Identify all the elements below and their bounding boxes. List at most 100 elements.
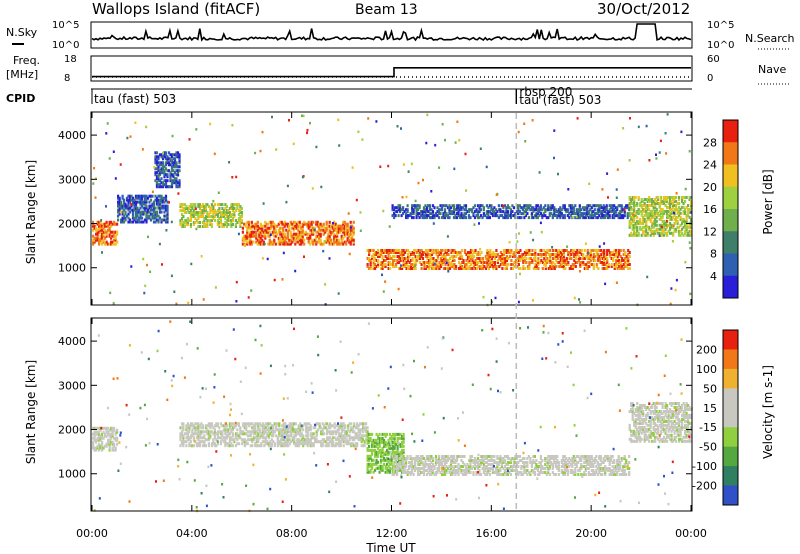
- echo-cell: [104, 228, 107, 232]
- echo-cell: [246, 230, 249, 234]
- echo-cell: [499, 210, 502, 214]
- echo-cell: [273, 444, 276, 448]
- echo-cell: [93, 240, 96, 244]
- echo-cell: [251, 438, 254, 442]
- echo-cell: [393, 436, 396, 440]
- echo-cell: [228, 436, 231, 440]
- echo-cell: [252, 432, 255, 436]
- noise-cell: [399, 264, 402, 267]
- echo-cell: [458, 206, 462, 210]
- echo-cell: [114, 242, 117, 246]
- echo-cell: [534, 253, 537, 256]
- echo-cell: [133, 204, 136, 208]
- echo-cell: [96, 234, 99, 238]
- echo-cell: [614, 212, 617, 216]
- echo-cell: [471, 261, 474, 264]
- echo-cell: [219, 215, 222, 218]
- echo-cell: [406, 208, 409, 212]
- echo-cell: [505, 251, 508, 254]
- echo-cell: [120, 220, 123, 224]
- echo-cell: [472, 212, 475, 216]
- echo-cell: [602, 210, 605, 214]
- echo-cell: [148, 214, 151, 218]
- echo-cell: [152, 206, 156, 210]
- echo-cell: [134, 200, 138, 204]
- echo-cell: [93, 438, 96, 442]
- echo-cell: [335, 438, 338, 442]
- echo-cell: [544, 265, 547, 268]
- echo-cell: [407, 253, 410, 256]
- echo-cell: [403, 467, 406, 470]
- echo-cell: [169, 163, 172, 167]
- echo-cell: [628, 196, 631, 199]
- echo-cell: [104, 434, 107, 438]
- echo-cell: [329, 440, 332, 444]
- echo-cell: [405, 214, 408, 218]
- echo-cell: [589, 251, 592, 254]
- echo-cell: [163, 179, 166, 183]
- echo-cell: [627, 261, 630, 264]
- noise-cell: [93, 166, 96, 170]
- echo-cell: [646, 204, 649, 207]
- echo-cell: [95, 446, 98, 450]
- colorbar-segment: [723, 209, 738, 232]
- echo-cell: [316, 230, 319, 234]
- echo-cell: [92, 228, 95, 232]
- echo-cell: [188, 428, 191, 432]
- echo-cell: [669, 215, 672, 219]
- echo-cell: [657, 211, 660, 215]
- echo-cell: [210, 219, 213, 222]
- echo-cell: [329, 436, 332, 440]
- echo-cell: [390, 446, 393, 450]
- echo-cell: [530, 206, 533, 210]
- echo-cell: [137, 196, 141, 200]
- echo-cell: [552, 253, 555, 256]
- echo-cell: [104, 224, 107, 228]
- echo-cell: [360, 428, 363, 432]
- echo-cell: [486, 257, 489, 260]
- echo-cell: [636, 227, 639, 231]
- echo-cell: [157, 173, 160, 177]
- echo-cell: [316, 240, 319, 244]
- echo-cell: [390, 434, 393, 438]
- echo-cell: [384, 251, 387, 254]
- echo-cell: [239, 215, 242, 218]
- echo-cell: [197, 444, 200, 448]
- echo-cell: [213, 434, 216, 438]
- echo-cell: [427, 249, 431, 252]
- echo-cell: [613, 212, 616, 216]
- echo-cell: [307, 232, 310, 236]
- echo-cell: [128, 198, 132, 202]
- echo-cell: [161, 206, 165, 210]
- echo-cell: [319, 222, 322, 226]
- echo-cell: [294, 432, 297, 436]
- echo-cell: [116, 442, 119, 446]
- echo-cell: [616, 206, 619, 210]
- echo-cell: [230, 203, 233, 207]
- echo-cell: [468, 251, 471, 254]
- echo-cell: [569, 214, 572, 218]
- echo-cell: [299, 442, 302, 446]
- echo-cell: [237, 219, 240, 222]
- echo-cell: [363, 428, 366, 432]
- echo-cell: [509, 210, 512, 214]
- echo-cell: [241, 236, 244, 240]
- echo-cell: [424, 253, 428, 256]
- echo-cell: [401, 257, 404, 260]
- echo-cell: [504, 267, 507, 270]
- echo-cell: [505, 267, 508, 270]
- echo-cell: [392, 432, 395, 436]
- echo-cell: [550, 208, 553, 212]
- echo-cell: [151, 208, 154, 212]
- echo-cell: [648, 211, 651, 215]
- echo-cell: [667, 205, 670, 209]
- echo-cell: [579, 251, 582, 254]
- echo-cell: [643, 225, 646, 229]
- echo-cell: [282, 432, 285, 436]
- echo-cell: [675, 219, 678, 223]
- echo-cell: [283, 236, 286, 240]
- echo-cell: [574, 204, 577, 208]
- echo-cell: [307, 240, 310, 244]
- echo-cell: [136, 220, 139, 224]
- echo-cell: [204, 424, 207, 428]
